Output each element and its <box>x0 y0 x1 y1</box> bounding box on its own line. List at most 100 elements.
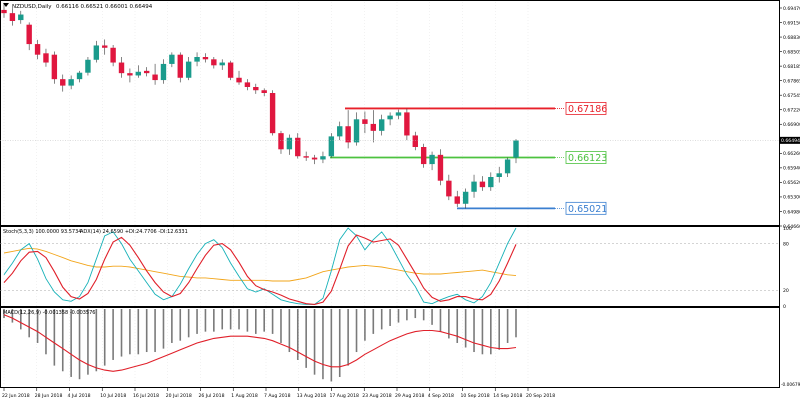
candle <box>504 157 511 177</box>
candle-body <box>370 123 377 131</box>
candle <box>412 131 418 151</box>
candle-body <box>34 44 41 55</box>
price-label: 0.67865 <box>783 78 800 84</box>
candle <box>169 52 175 68</box>
candle <box>269 90 276 136</box>
candle-body <box>93 45 100 60</box>
time-axis[interactable]: 22 Jun 2018 28 Jun 2018 4 Jul 2018 10 Jul 2… <box>2 388 555 399</box>
candle <box>420 143 427 168</box>
price-label: 0.68505 <box>783 49 800 55</box>
candle-body <box>244 82 251 87</box>
candle-body <box>227 62 234 78</box>
current-price-label: 0.66494 <box>781 138 800 144</box>
stoch-k-line <box>3 227 517 305</box>
candle <box>404 108 410 141</box>
candle-body <box>362 119 368 124</box>
candle-body <box>127 73 133 76</box>
price-label: 0.68185 <box>783 64 800 70</box>
candle <box>437 149 444 186</box>
time-label: 13 Aug 2018 <box>297 393 327 399</box>
candle-body <box>253 87 259 91</box>
candle-body <box>387 115 393 120</box>
adx-header: ADX(14) 24.6590 +DI:24.7706 -DI:12.6331 <box>80 229 188 235</box>
candle <box>85 57 91 76</box>
candle <box>471 174 477 198</box>
candle <box>479 176 486 191</box>
candle <box>462 188 469 209</box>
candle-body <box>328 136 335 157</box>
candle <box>143 67 150 77</box>
candle-body <box>353 119 360 143</box>
time-label: 20 Jul 2018 <box>166 393 192 399</box>
candle-body <box>177 54 183 78</box>
candle <box>9 8 16 26</box>
stoch-axis-label: 20 <box>783 288 789 294</box>
candle <box>345 110 351 149</box>
candle <box>1 3 7 18</box>
candle <box>446 174 452 201</box>
candlestick-series <box>0 3 779 209</box>
level-line-3[interactable]: 0.65021 <box>457 201 607 215</box>
time-label: 10 Jul 2018 <box>100 393 126 399</box>
candle <box>76 70 83 83</box>
candle-body <box>219 62 225 66</box>
macd-indicator: -0.006795 <box>3 309 800 388</box>
candle-body <box>236 77 242 83</box>
candle-body <box>454 196 460 204</box>
candle-body <box>479 181 486 188</box>
stochastic-indicator: 100 80 20 0 <box>0 226 792 310</box>
stoch-axis-label: 100 <box>783 226 792 232</box>
candle <box>219 59 225 70</box>
candle <box>278 130 284 154</box>
candle-body <box>194 57 200 62</box>
candle-body <box>295 137 301 157</box>
stoch-panel-frame <box>0 226 780 307</box>
time-label: 4 Jul 2018 <box>68 393 91 399</box>
candle-body <box>286 137 293 150</box>
level-label-box <box>565 102 607 115</box>
candle <box>185 57 192 81</box>
candle <box>454 190 460 207</box>
candle <box>26 22 32 51</box>
candle-body <box>135 71 141 76</box>
candle <box>328 133 335 158</box>
candle <box>362 111 368 134</box>
candle <box>18 10 24 24</box>
time-label: 26 Jul 2018 <box>199 393 225 399</box>
ohlc-readout: 0.66116 0.66521 0.66001 0.66494 <box>56 4 153 10</box>
candle <box>51 51 58 84</box>
macd-signal-line <box>3 314 517 372</box>
level-line-1[interactable]: 0.67186 <box>345 102 607 115</box>
stoch-header: Stoch(5,3,3) 100.0000 93.5734 <box>3 229 81 235</box>
candle <box>488 172 494 191</box>
candle <box>118 57 125 78</box>
candle-body <box>169 54 175 64</box>
candle <box>513 139 519 164</box>
candle-body <box>60 79 66 86</box>
candle <box>160 59 167 84</box>
symbol-dropdown-icon[interactable] <box>3 3 9 7</box>
candle <box>320 151 326 164</box>
candle-body <box>76 72 83 80</box>
candle-body <box>420 147 427 165</box>
candle-body <box>202 57 209 60</box>
time-label: 29 Aug 2018 <box>395 393 425 399</box>
time-label: 16 Jul 2018 <box>133 393 159 399</box>
level-label-box <box>565 151 607 164</box>
candle-body <box>471 181 477 192</box>
candle <box>286 134 293 155</box>
time-label: 20 Sep 2018 <box>526 393 555 399</box>
current-price-badge <box>780 136 800 144</box>
candle-body <box>303 156 309 158</box>
candle <box>93 40 100 63</box>
candle-body <box>379 119 385 131</box>
grid-lines <box>3 2 529 386</box>
time-label: 23 Aug 2018 <box>362 393 392 399</box>
